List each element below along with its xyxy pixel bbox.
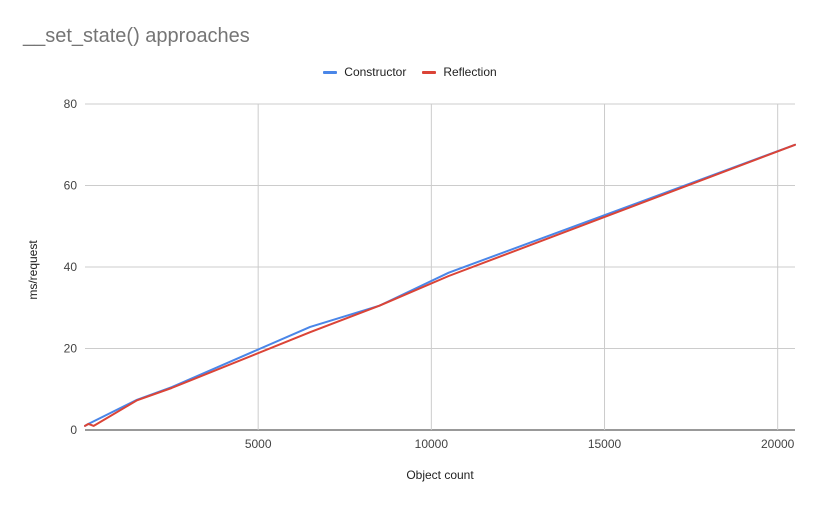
series-line-constructor — [84, 143, 796, 427]
x-tick-label: 5000 — [245, 437, 272, 451]
x-tick-label: 20000 — [761, 437, 795, 451]
chart-ticks: 0 20 40 60 80 5000 10000 15000 20000 — [64, 97, 795, 451]
legend-item-reflection: Reflection — [422, 65, 497, 79]
y-axis-label: ms/request — [26, 240, 40, 300]
y-tick-label: 40 — [64, 260, 78, 274]
series-line-reflection — [84, 143, 796, 427]
legend-swatch-reflection — [422, 70, 437, 74]
y-tick-label: 60 — [64, 179, 78, 193]
legend-item-constructor: Constructor — [323, 65, 406, 79]
legend-swatch-constructor — [323, 70, 338, 74]
x-tick-label: 10000 — [415, 437, 449, 451]
chart-series — [84, 143, 796, 427]
y-tick-label: 80 — [64, 97, 78, 111]
y-tick-label: 0 — [70, 423, 77, 437]
legend-label-constructor: Constructor — [344, 65, 407, 79]
x-tick-label: 15000 — [588, 437, 622, 451]
x-axis-label: Object count — [406, 468, 474, 482]
chart-legend: Constructor Reflection — [0, 65, 820, 79]
chart-title: __set_state() approaches — [23, 25, 250, 47]
y-tick-label: 20 — [64, 342, 78, 356]
legend-label-reflection: Reflection — [443, 65, 497, 79]
chart-grid — [85, 103, 795, 431]
